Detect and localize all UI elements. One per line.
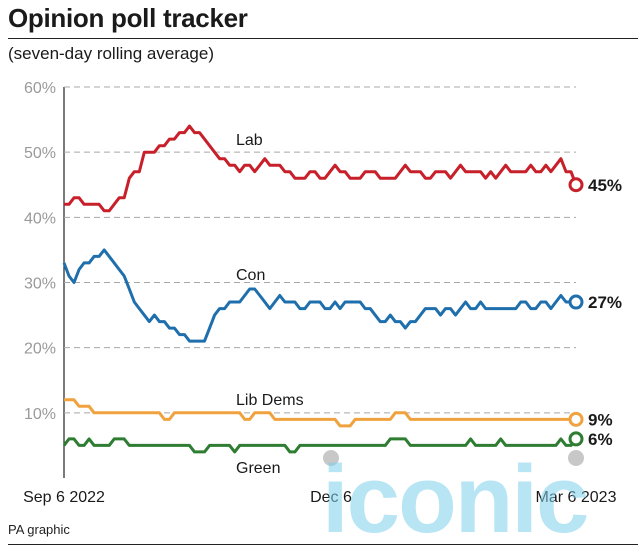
end-marker <box>568 177 584 193</box>
title-divider <box>8 38 638 39</box>
x-tick-marker <box>568 450 584 466</box>
source-credit: PA graphic <box>8 522 70 537</box>
series-line-green <box>62 437 578 454</box>
end-value-label: 27% <box>588 293 622 312</box>
y-tick-label: 10% <box>24 406 56 423</box>
x-tick-label: Dec 6 <box>310 489 352 506</box>
x-tick-marker <box>323 450 339 466</box>
series-label: Green <box>236 460 280 477</box>
bottom-divider <box>8 544 638 545</box>
end-marker <box>568 431 584 447</box>
x-tick-label: Sep 6 2022 <box>23 489 105 506</box>
y-tick-label: 50% <box>24 145 56 162</box>
y-tick-label: 40% <box>24 210 56 227</box>
series-label: Lib Dems <box>236 392 304 409</box>
y-tick-label: 20% <box>24 341 56 358</box>
end-marker <box>568 411 584 427</box>
page-title: Opinion poll tracker <box>8 3 248 33</box>
end-marker <box>568 294 584 310</box>
x-tick-label: Mar 6 2023 <box>536 489 617 506</box>
series-label: Con <box>236 267 265 284</box>
end-value-label: 6% <box>588 430 613 449</box>
series-label: Lab <box>236 132 263 149</box>
series-line-lab <box>64 124 578 213</box>
end-value-label: 9% <box>588 410 613 429</box>
series-line-lib-dems <box>64 398 576 428</box>
page-subtitle: (seven-day rolling average) <box>8 44 214 63</box>
y-tick-label: 60% <box>24 80 56 97</box>
end-value-label: 45% <box>588 176 622 195</box>
y-tick-label: 30% <box>24 276 56 293</box>
series-line-con <box>62 248 576 343</box>
